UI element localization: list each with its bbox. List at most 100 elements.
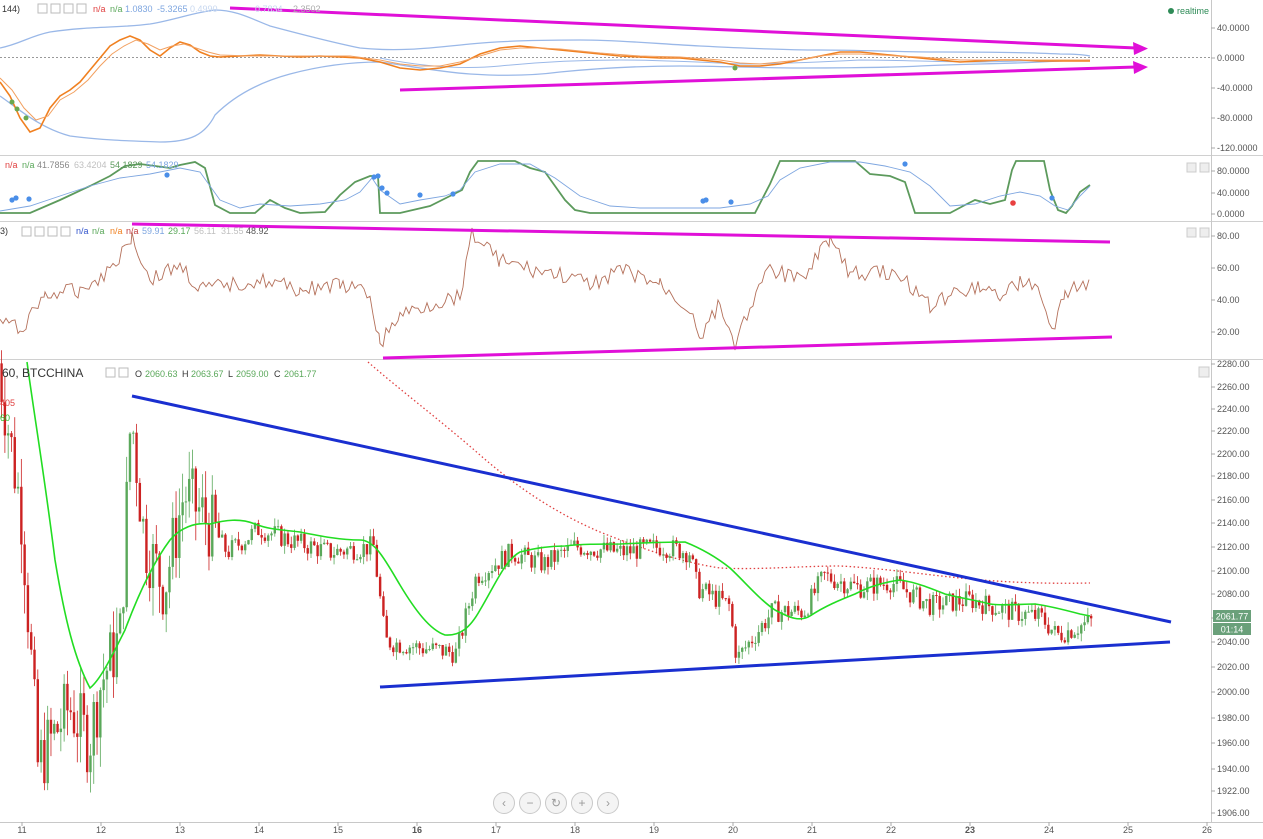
candle-body (796, 605, 800, 611)
candle-body (293, 535, 296, 548)
candle-body (866, 581, 869, 593)
candle-body (135, 432, 138, 483)
zoom-in-button[interactable]: + (571, 792, 593, 814)
candle-body (188, 478, 191, 502)
candle-body (691, 555, 695, 560)
candle-body (372, 536, 375, 545)
osc-tick-label: 20.00 (1217, 327, 1240, 337)
candle-body (609, 542, 612, 551)
candle-body (612, 542, 616, 552)
candle-body (685, 553, 688, 563)
candle-body (530, 554, 533, 568)
pane3-legend-value: n/a (126, 226, 139, 236)
candle-body (461, 632, 464, 636)
candle-body (263, 537, 267, 541)
candle-body (174, 517, 178, 558)
candle-body (1037, 608, 1040, 619)
scroll-left-button[interactable]: ‹ (493, 792, 515, 814)
price-tick-label: 2120.00 (1217, 542, 1250, 552)
candle-body (974, 600, 978, 609)
candle-body (596, 555, 599, 558)
time-tick-label: 14 (254, 825, 264, 835)
price-tick-label: 2240.00 (1217, 404, 1250, 414)
pane3-controls[interactable] (1186, 227, 1210, 238)
pane2-controls[interactable] (1186, 162, 1210, 173)
candle-body (757, 632, 760, 643)
candle-body (586, 553, 589, 556)
pane1-legend-icons[interactable] (37, 3, 87, 14)
pane1-legend: 144) n/a n/a 1.0830 -5.3265 0.4990 0.783… (2, 3, 1209, 16)
candle-body (72, 712, 76, 734)
candle-body (220, 534, 224, 538)
time-tick-label: 25 (1123, 825, 1133, 835)
pane2-legend-value: 41.7856 (37, 160, 70, 170)
osc-tick-label: 0.0000 (1217, 209, 1245, 219)
candle-body (184, 501, 188, 503)
candle-body (1020, 618, 1024, 621)
candle-body (800, 610, 803, 618)
candle-body (240, 545, 244, 551)
candle-body (365, 544, 369, 555)
candle-body (401, 652, 405, 654)
macd-line (0, 35, 1090, 133)
candle-body (905, 589, 908, 593)
candle-body (1086, 615, 1090, 623)
candle-body (464, 608, 467, 636)
time-tick-label: 13 (175, 825, 185, 835)
candle-body (852, 581, 856, 584)
candle-body (296, 535, 300, 541)
candle-body (467, 606, 471, 609)
candle-body (444, 646, 448, 656)
time-tick-label: 16 (412, 825, 422, 835)
left-badge-red: 405 (0, 398, 15, 408)
candle-body (1070, 630, 1073, 638)
candle-body (89, 755, 92, 773)
candle-body (622, 545, 625, 556)
price-axis[interactable]: 2280.00 2260.00 2240.00 2220.00 2200.00 2180.… (1211, 359, 1250, 818)
realtime-label: realtime (1177, 6, 1209, 16)
candle-body (0, 363, 3, 403)
pane3-legend-icons[interactable] (21, 226, 71, 237)
candle-body (513, 558, 517, 562)
candle-body (480, 580, 484, 583)
candle-body (62, 683, 66, 729)
candle-body (79, 693, 82, 737)
candle-body (760, 622, 764, 633)
candle-body (688, 555, 691, 563)
candle-body (543, 557, 546, 571)
candle-body (915, 587, 918, 590)
ohlc-open-label: O (135, 369, 142, 379)
candle-body (260, 534, 263, 538)
candle-body (329, 543, 332, 558)
osc-tick-label: -40.0000 (1217, 83, 1253, 93)
candle-body (53, 723, 56, 734)
last-price-value: 2061.77 (1216, 612, 1249, 622)
candle-body (102, 679, 105, 691)
candle-body (194, 468, 197, 512)
scroll-right-button[interactable]: › (597, 792, 619, 814)
price-pane-settings-icon[interactable] (1198, 366, 1210, 378)
candle-body (82, 693, 86, 715)
pane2-legend-value: 63.4204 (74, 160, 107, 170)
candle-body (658, 547, 662, 556)
price-tick-label: 2080.00 (1217, 589, 1250, 599)
zoom-out-button[interactable]: − (519, 792, 541, 814)
candle-body (566, 545, 569, 551)
candle-body (1047, 624, 1050, 634)
pane2-legend-value: n/a (5, 160, 18, 170)
time-tick-label: 11 (17, 825, 26, 835)
pane1-legend-value: -2.3502 (290, 4, 321, 14)
short-ma-line (26, 361, 1091, 690)
candle-body (201, 497, 204, 508)
osc-tick-label: 0.0000 (1217, 53, 1245, 63)
candle-body (16, 486, 20, 489)
candle-body (497, 565, 500, 569)
time-tick-label: 19 (649, 825, 659, 835)
candle-body (303, 533, 306, 549)
price-legend-icons[interactable] (105, 367, 129, 378)
time-axis[interactable]: 11 12 13 14 15 16 17 18 19 20 21 22 23 24 25 26 (17, 822, 1212, 835)
reset-button[interactable]: ↻ (545, 792, 567, 814)
candle-body (912, 589, 915, 603)
pane3-legend-value: n/a (76, 226, 89, 236)
